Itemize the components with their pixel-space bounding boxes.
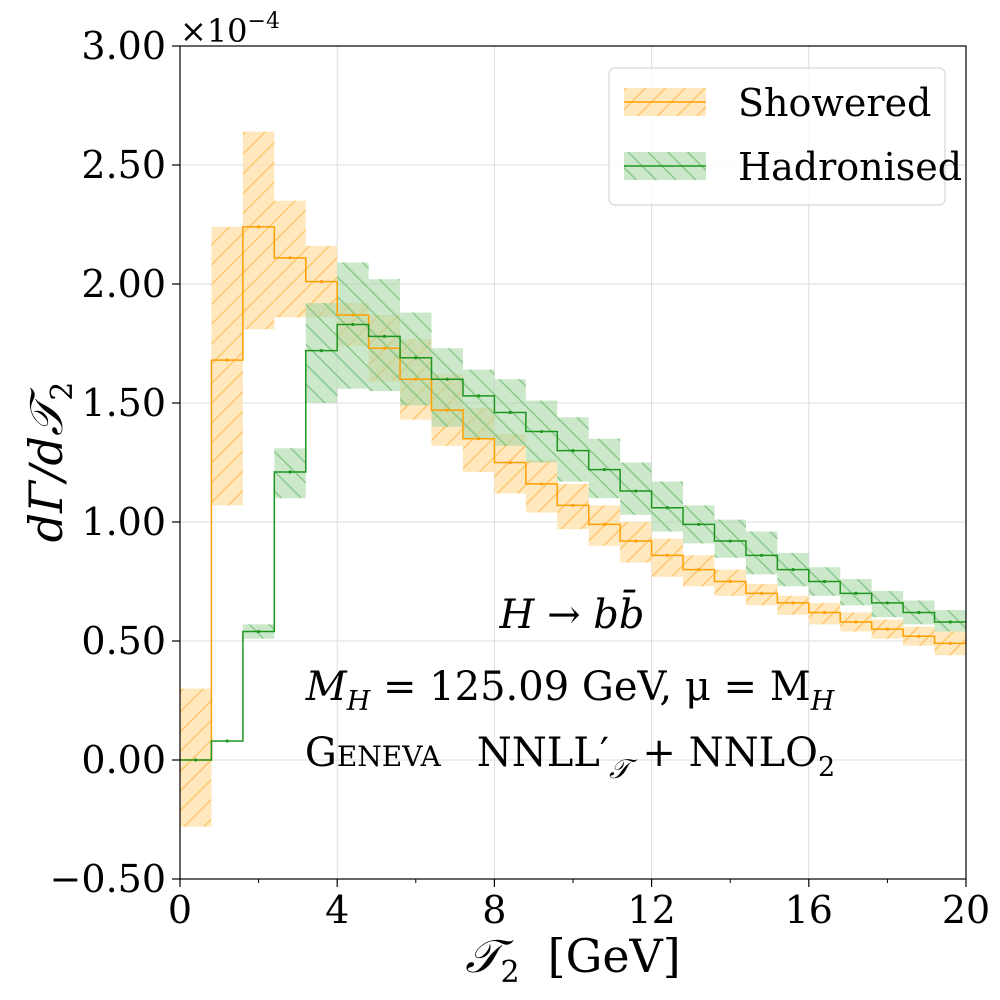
- point-hadronised-bin-14: [634, 489, 637, 492]
- point-hadronised-bin-20: [823, 580, 826, 583]
- point-hadronised-bin-23: [917, 611, 920, 614]
- point-showered-bin-15: [666, 554, 669, 557]
- legend-label-showered: Showered: [738, 81, 931, 125]
- point-showered-bin-11: [540, 482, 543, 485]
- point-showered-bin-7: [414, 378, 417, 381]
- point-hadronised-bin-4: [320, 349, 323, 352]
- point-hadronised-bin-16: [697, 523, 700, 526]
- point-hadronised-bin-15: [666, 506, 669, 509]
- band-showered-bin-1: [211, 227, 242, 505]
- y-tick-label: 1.50: [81, 381, 166, 425]
- point-hadronised-bin-22: [886, 601, 889, 604]
- point-showered-bin-6: [383, 347, 386, 350]
- point-hadronised-bin-5: [351, 323, 354, 326]
- point-hadronised-bin-12: [571, 449, 574, 452]
- point-hadronised-bin-24: [949, 620, 952, 623]
- x-axis-label: 𝒯2 [GeV]: [465, 929, 680, 990]
- point-hadronised-bin-3: [288, 470, 291, 473]
- annotation-mass: MH = 125.09 GeV, μ = MH: [305, 664, 835, 717]
- point-hadronised-bin-19: [791, 568, 794, 571]
- point-hadronised-bin-18: [760, 554, 763, 557]
- point-showered-bin-10: [509, 461, 512, 464]
- y-tick-label: 1.00: [81, 500, 166, 544]
- point-showered-bin-17: [729, 580, 732, 583]
- point-showered-bin-13: [603, 523, 606, 526]
- point-hadronised-bin-6: [383, 335, 386, 338]
- band-hadronised-bin-18: [746, 532, 777, 575]
- y-tick-label: 2.00: [81, 262, 166, 306]
- point-showered-bin-18: [760, 592, 763, 595]
- point-showered-bin-8: [446, 409, 449, 412]
- legend: Showered Hadronised: [609, 68, 962, 205]
- point-showered-bin-19: [791, 601, 794, 604]
- point-hadronised-bin-1: [226, 739, 229, 742]
- point-hadronised-bin-7: [414, 356, 417, 359]
- point-hadronised-bin-2: [257, 630, 260, 633]
- band-hadronised-bin-14: [620, 463, 651, 515]
- x-tick-label: 8: [482, 888, 506, 932]
- band-showered-bin-2: [243, 132, 274, 330]
- annotation-process: H → bb̄: [498, 589, 644, 638]
- x-tick-label: 0: [168, 888, 192, 932]
- point-hadronised-bin-8: [446, 378, 449, 381]
- legend-label-hadronised: Hadronised: [738, 145, 962, 189]
- point-showered-bin-12: [571, 504, 574, 507]
- point-showered-bin-20: [823, 611, 826, 614]
- point-showered-bin-1: [226, 359, 229, 362]
- y-tick-label: 0.50: [81, 619, 166, 663]
- point-hadronised-bin-13: [603, 468, 606, 471]
- band-hadronised-bin-9: [463, 370, 494, 439]
- band-hadronised-bin-4: [306, 303, 337, 403]
- x-tick-label: 12: [627, 888, 675, 932]
- band-showered-bin-0: [180, 689, 211, 827]
- y-tick-label: 3.00: [81, 24, 166, 68]
- point-showered-bin-23: [917, 635, 920, 638]
- point-hadronised-bin-17: [729, 539, 732, 542]
- annotation-geneva: Geneva NNLL′𝒯 + NNLO2: [305, 730, 835, 785]
- point-showered-bin-22: [886, 628, 889, 631]
- point-showered-bin-24: [949, 642, 952, 645]
- point-showered-bin-5: [351, 313, 354, 316]
- point-hadronised-bin-10: [509, 411, 512, 414]
- band-showered-bin-15: [652, 539, 683, 577]
- point-hadronised-bin-9: [477, 394, 480, 397]
- y-tick-label: 2.50: [81, 143, 166, 187]
- point-showered-bin-16: [697, 568, 700, 571]
- point-showered-bin-9: [477, 437, 480, 440]
- y-tick-label: 0.00: [81, 738, 166, 782]
- uncertainty-bands: [180, 132, 966, 827]
- point-showered-bin-4: [320, 280, 323, 283]
- y-axis-label: dΓ/d𝒯2: [19, 382, 80, 543]
- y-scale-factor: ×10−4: [180, 9, 280, 50]
- point-showered-bin-21: [854, 620, 857, 623]
- point-hadronised-bin-21: [854, 592, 857, 595]
- point-showered-bin-2: [257, 225, 260, 228]
- x-tick-label: 16: [785, 888, 833, 932]
- band-hadronised-bin-17: [714, 520, 745, 558]
- band-showered-bin-11: [526, 460, 557, 512]
- point-showered-bin-3: [288, 256, 291, 259]
- point-showered-bin-14: [634, 539, 637, 542]
- band-showered-bin-19: [777, 596, 808, 615]
- band-hadronised-bin-8: [432, 348, 463, 427]
- point-hadronised-bin-0: [194, 758, 197, 761]
- y-tick-label: −0.50: [50, 857, 166, 901]
- point-hadronised-bin-11: [540, 430, 543, 433]
- x-tick-label: 20: [942, 888, 990, 932]
- x-tick-label: 4: [325, 888, 349, 932]
